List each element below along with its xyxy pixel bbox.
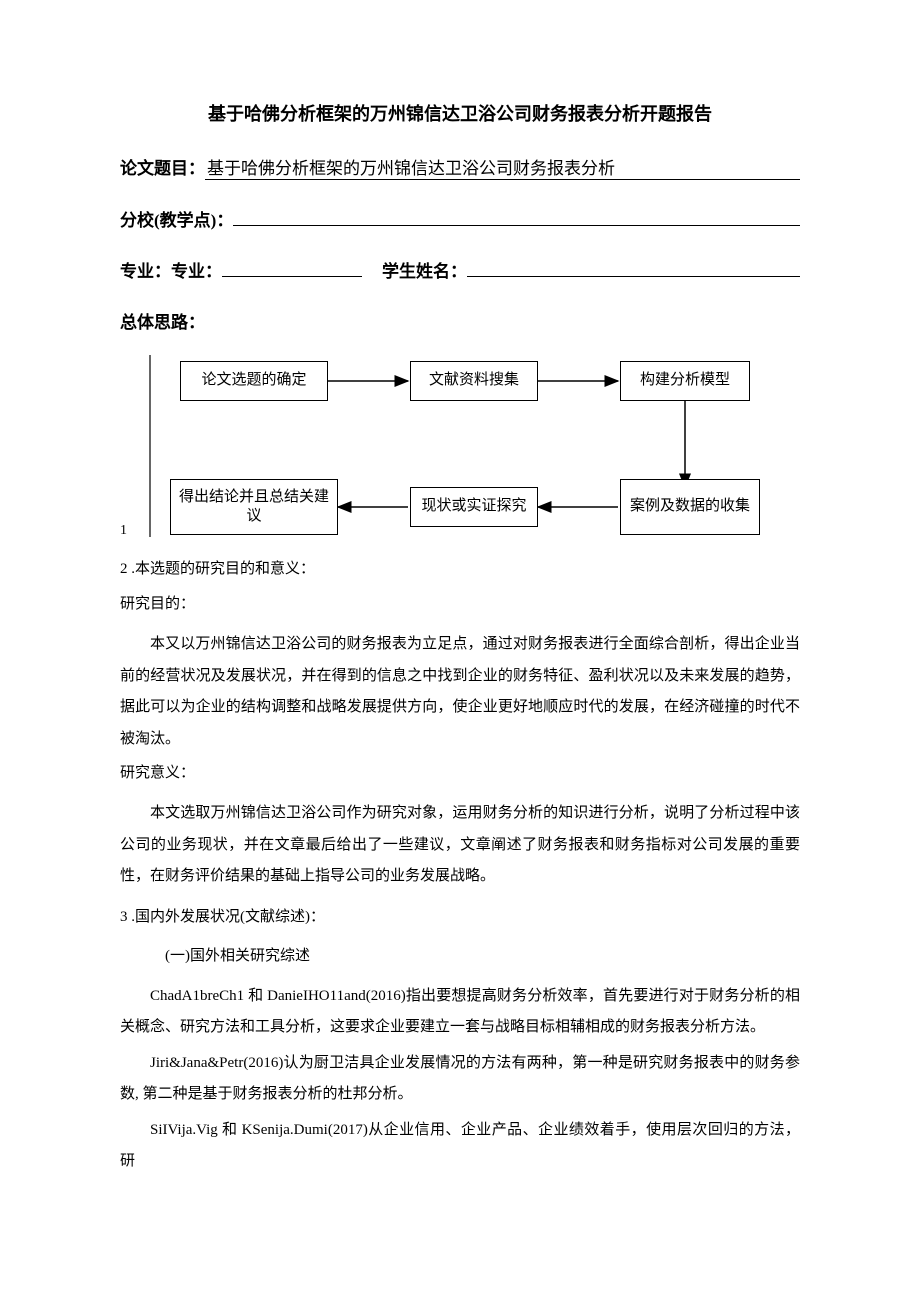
flow-number-1: 1 (120, 523, 127, 539)
thesis-label: 论文题目： (120, 154, 205, 179)
overall-heading: 总体思路： (120, 308, 800, 333)
flowchart: 论文选题的确定 文献资料搜集 构建分析模型 得出结论并且总结关建议 现状或实证探… (120, 347, 800, 547)
flow-box-top1: 论文选题的确定 (180, 361, 328, 401)
flow-box-top3: 构建分析模型 (620, 361, 750, 401)
foreign-p3: SiIVija.Vig 和 KSenija.Dumi(2017)从企业信用、企业… (120, 1115, 800, 1178)
meaning-label: 研究意义： (120, 761, 800, 782)
purpose-label: 研究目的： (120, 592, 800, 613)
document-title: 基于哈佛分析框架的万州锦信达卫浴公司财务报表分析开题报告 (120, 100, 800, 126)
section-2-heading: 2 .本选题的研究目的和意义： (120, 557, 800, 578)
major-name-row: 专业：专业： 学生姓名： (120, 257, 800, 282)
flow-box-bot2: 现状或实证探究 (410, 487, 538, 527)
flow-box-bot1: 得出结论并且总结关建议 (170, 479, 338, 535)
school-label: 分校(教学点)： (120, 206, 233, 231)
flow-box-top2: 文献资料搜集 (410, 361, 538, 401)
foreign-p1: ChadA1breCh1 和 DanieIHO11and(2016)指出要想提高… (120, 981, 800, 1044)
school-value (233, 206, 800, 226)
name-label: 学生姓名： (382, 257, 467, 282)
name-value (467, 276, 800, 277)
section-3-heading: 3 .国内外发展状况(文献综述)： (120, 905, 800, 926)
foreign-title: (一)国外相关研究综述 (120, 944, 800, 965)
purpose-text: 本又以万州锦信达卫浴公司的财务报表为立足点，通过对财务报表进行全面综合剖析，得出… (120, 629, 800, 755)
foreign-p2: Jiri&Jana&Petr(2016)认为厨卫洁具企业发展情况的方法有两种，第… (120, 1048, 800, 1111)
flow-box-bot3: 案例及数据的收集 (620, 479, 760, 535)
thesis-row: 论文题目： 基于哈佛分析框架的万州锦信达卫浴公司财务报表分析 (120, 154, 800, 180)
thesis-value: 基于哈佛分析框架的万州锦信达卫浴公司财务报表分析 (205, 154, 800, 180)
meaning-text: 本文选取万州锦信达卫浴公司作为研究对象，运用财务分析的知识进行分析，说明了分析过… (120, 798, 800, 893)
school-row: 分校(教学点)： (120, 206, 800, 231)
major-value (222, 257, 362, 277)
major-label: 专业：专业： (120, 257, 222, 282)
